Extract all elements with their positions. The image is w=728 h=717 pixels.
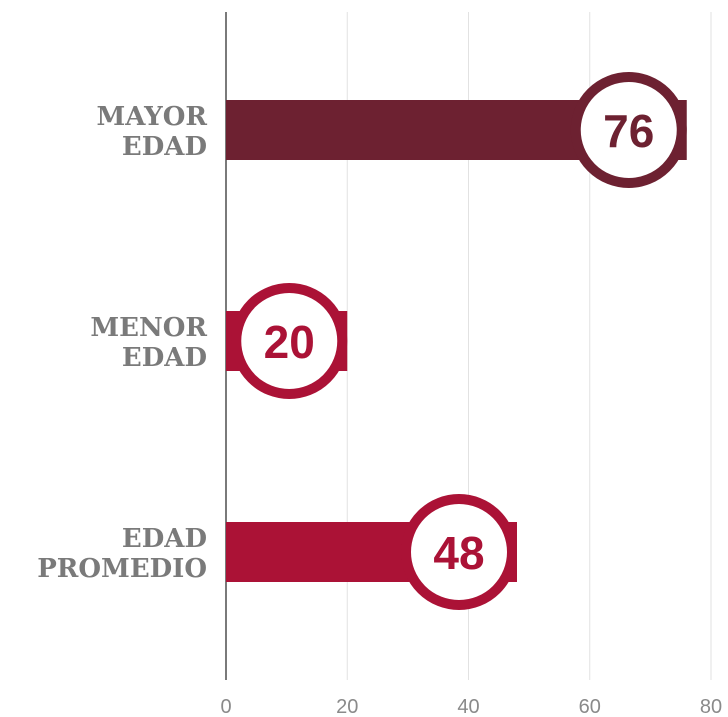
x-tick-label: 20 xyxy=(336,696,358,717)
category-label: MENOR EDAD xyxy=(90,313,207,373)
x-tick-label: 0 xyxy=(220,696,231,717)
category-label: MAYOR EDAD xyxy=(97,102,208,162)
category-label: EDAD PROMEDIO xyxy=(37,524,207,584)
data-label: 76 xyxy=(603,105,654,157)
data-label: 48 xyxy=(433,527,484,579)
value-badge xyxy=(570,72,687,188)
value-badge xyxy=(231,283,348,399)
x-tick-label: 60 xyxy=(579,696,601,717)
data-label: 20 xyxy=(264,316,315,368)
x-tick-label: 40 xyxy=(457,696,479,717)
value-badge xyxy=(401,494,517,610)
x-tick-label: 80 xyxy=(700,696,722,717)
